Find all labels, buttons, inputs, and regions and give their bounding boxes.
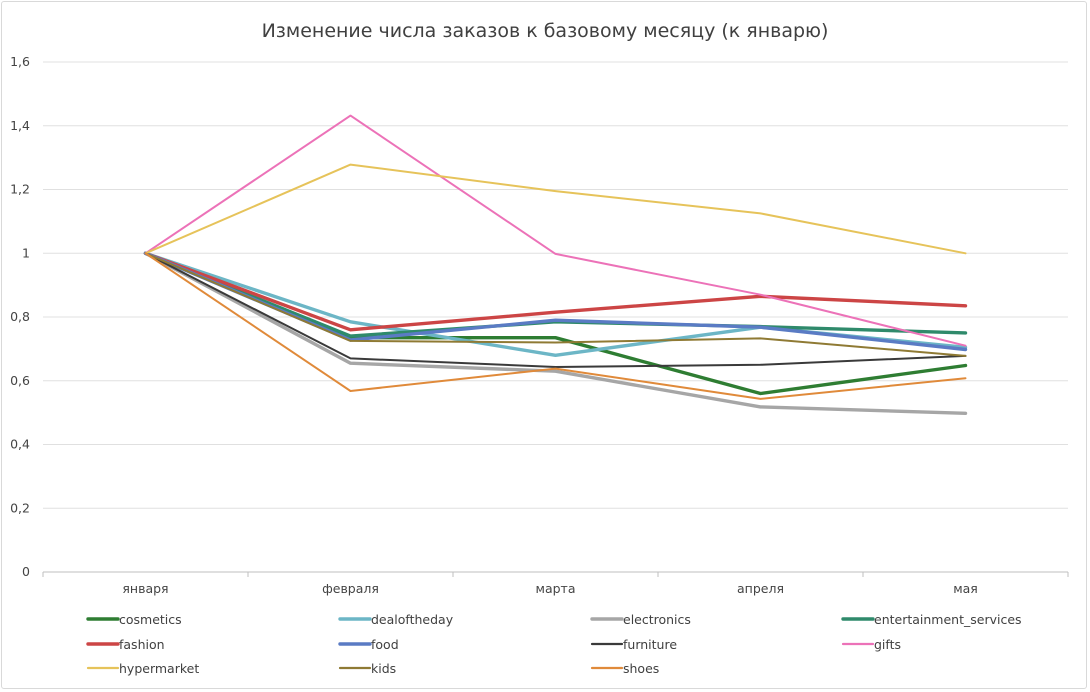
series-line-hypermarket bbox=[144, 163, 967, 255]
x-tick-label: апреля bbox=[737, 581, 784, 596]
y-tick-label: 0 bbox=[22, 564, 30, 579]
y-tick-label: 1,4 bbox=[10, 118, 30, 133]
legend-label-food: food bbox=[371, 637, 399, 652]
y-tick-label: 1,2 bbox=[10, 182, 30, 197]
x-tick-label: марта bbox=[536, 581, 576, 596]
series-line-furniture bbox=[144, 252, 967, 368]
legend-label-gifts: gifts bbox=[874, 637, 901, 652]
legend-label-hypermarket: hypermarket bbox=[119, 661, 199, 676]
series-line-kids bbox=[144, 252, 967, 357]
series-line-shoes bbox=[144, 252, 967, 400]
y-tick-label: 0,8 bbox=[10, 309, 30, 324]
gridlines bbox=[43, 61, 1068, 573]
legend-label-shoes: shoes bbox=[623, 661, 659, 676]
x-tick-label: мая bbox=[953, 581, 978, 596]
x-axis: января февраля марта апреля мая bbox=[42, 572, 1069, 596]
series-lines bbox=[143, 114, 968, 415]
x-tick-label: февраля bbox=[322, 581, 379, 596]
y-tick-label: 1 bbox=[22, 245, 30, 260]
series-line-fashion bbox=[143, 251, 968, 332]
legend-label-cosmetics: cosmetics bbox=[119, 612, 182, 627]
chart-title: Изменение числа заказов к базовому месяц… bbox=[262, 20, 829, 42]
y-tick-label: 0,6 bbox=[10, 373, 30, 388]
legend: cosmetics dealoftheday electronics entertai… bbox=[86, 612, 1022, 676]
x-tick-label: января bbox=[122, 581, 168, 596]
legend-label-dealoftheday: dealoftheday bbox=[371, 612, 454, 627]
legend-label-fashion: fashion bbox=[119, 637, 165, 652]
series-line-electronics bbox=[143, 251, 968, 415]
y-tick-label: 0,2 bbox=[10, 500, 30, 515]
legend-label-kids: kids bbox=[371, 661, 396, 676]
legend-label-electronics: electronics bbox=[623, 612, 691, 627]
y-tick-label: 1,6 bbox=[10, 54, 30, 69]
y-axis: 0 0,2 0,4 0,6 0,8 1 1,2 1,4 1,6 bbox=[10, 54, 30, 579]
y-tick-label: 0,4 bbox=[10, 437, 30, 452]
legend-label-furniture: furniture bbox=[623, 637, 677, 652]
legend-label-entertainment_services: entertainment_services bbox=[874, 612, 1022, 627]
series-line-gifts bbox=[144, 114, 967, 347]
